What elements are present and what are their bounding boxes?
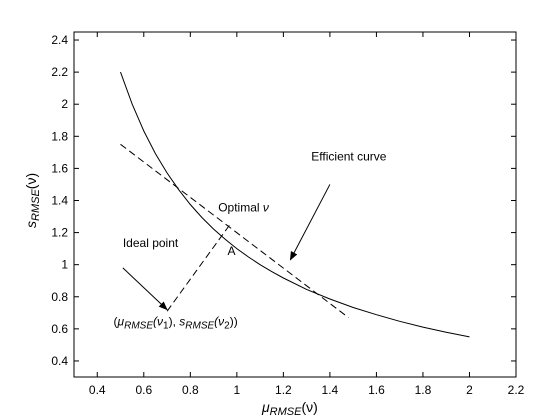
y-tick-label: 0.8 [51, 290, 68, 304]
x-tick-label: 1.6 [368, 383, 385, 397]
x-axis-label-main: μ [261, 399, 270, 415]
x-axis-label-sub: RMSE [270, 406, 302, 418]
coords-mid: ), [169, 315, 180, 329]
y-tick-label: 2.4 [51, 33, 68, 47]
y-tick-label: 1.8 [51, 129, 68, 143]
x-tick-label: 2.2 [508, 383, 525, 397]
ideal-point-coords: (μRMSE(ν1), sRMSE(ν2)) [114, 315, 238, 332]
x-axis-label: μRMSE(ν) [261, 399, 318, 418]
ideal-point-label: Ideal point [123, 236, 179, 250]
y-tick-label: 1.4 [51, 193, 68, 207]
ideal-point-arrow [122, 267, 168, 311]
plot-frame [73, 31, 517, 378]
axis-labels: μRMSE(ν)sRMSE(ν) [23, 173, 318, 418]
y-axis-label-sub: RMSE [30, 189, 42, 221]
x-tick-label: 0.6 [135, 383, 152, 397]
coords-s: s [179, 315, 185, 329]
dashed-line-2 [166, 224, 231, 312]
series-group [120, 71, 470, 338]
optimal-text: Optimal [218, 201, 263, 215]
point-a-label: A [228, 244, 236, 258]
x-tick-label: 1.4 [322, 383, 339, 397]
coords-open: ( [114, 315, 118, 329]
y-axis-label-main: s [23, 221, 39, 228]
efficient-curve-line [120, 71, 470, 338]
coords-index-2: 2 [224, 321, 230, 332]
x-tick-label: 1.8 [415, 383, 432, 397]
efficient-curve-arrow [289, 184, 331, 261]
y-tick-label: 1.2 [51, 226, 68, 240]
coords-nu-1: (ν [153, 315, 163, 329]
optimal-nu-label: Optimal ν [218, 201, 269, 215]
axis-ticks: 0.4 0.6 0.8 1 1.2 1.4 1.6 1.8 2 2.2 0.4 0.6 0.8 1 1.2 1… [51, 32, 525, 397]
coords-sub-rmse-2: RMSE [185, 321, 214, 332]
y-tick-label: 1.6 [51, 161, 68, 175]
dashed-line-1 [120, 143, 349, 318]
coords-nu-2: (ν [214, 315, 224, 329]
x-tick-label: 2 [466, 383, 473, 397]
x-tick-label: 0.8 [182, 383, 199, 397]
y-tick-label: 2.2 [51, 65, 68, 79]
y-tick-label: 2 [61, 97, 68, 111]
coords-mu: μ [117, 315, 125, 329]
y-tick-label: 1 [61, 258, 68, 272]
y-axis-label: sRMSE(ν) [23, 173, 42, 228]
x-axis-label-rest: (ν) [301, 399, 317, 415]
nu-symbol: ν [263, 201, 269, 215]
y-axis-label-rest: (ν) [23, 173, 39, 189]
y-tick-label: 0.4 [51, 354, 68, 368]
y-tick-label: 0.6 [51, 322, 68, 336]
x-tick-label: 1.2 [275, 383, 292, 397]
x-tick-label: 0.4 [89, 383, 106, 397]
coords-index-1: 1 [163, 321, 169, 332]
coords-close: )) [230, 315, 238, 329]
efficient-curve-label: Efficient curve [311, 149, 386, 163]
x-tick-label: 1 [233, 383, 240, 397]
coords-sub-rmse-1: RMSE [124, 321, 153, 332]
